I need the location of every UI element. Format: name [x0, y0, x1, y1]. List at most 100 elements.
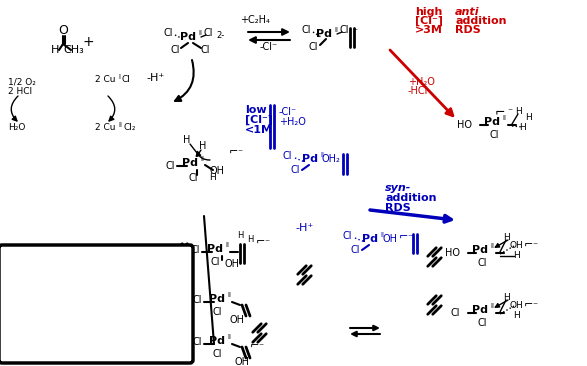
Text: Pd: Pd [209, 294, 225, 304]
Text: ⁻: ⁻ [258, 342, 264, 352]
Text: 1/2 O₂: 1/2 O₂ [8, 78, 36, 86]
Text: ⁻: ⁻ [532, 301, 538, 311]
Text: O: O [58, 23, 68, 37]
Text: low [Cl⁻] Rate =: low [Cl⁻] Rate = [8, 258, 92, 268]
Text: Pd: Pd [207, 244, 223, 254]
Text: Cl: Cl [212, 307, 222, 317]
Text: H: H [512, 311, 519, 321]
Text: OH: OH [230, 315, 245, 325]
Text: ⁻: ⁻ [264, 238, 269, 248]
Text: II: II [490, 243, 494, 249]
Text: I: I [118, 74, 120, 80]
Text: Pd: Pd [316, 29, 332, 39]
Text: II: II [320, 152, 324, 158]
Text: >3M: >3M [415, 25, 443, 35]
Text: II: II [502, 115, 506, 121]
Text: Cl: Cl [450, 308, 460, 318]
Text: H: H [515, 108, 521, 116]
Text: H: H [502, 234, 510, 243]
Text: Cl: Cl [212, 349, 222, 359]
Text: +H₂O: +H₂O [408, 77, 435, 87]
Text: II: II [380, 232, 384, 238]
Text: Cl: Cl [203, 28, 212, 38]
Text: [Cl⁻]: [Cl⁻] [415, 16, 443, 26]
Text: II: II [227, 334, 231, 340]
Text: [Cl⁻]² [H⁺]: [Cl⁻]² [H⁺] [125, 266, 171, 276]
Text: OH: OH [224, 259, 239, 269]
Text: H₂O: H₂O [8, 123, 25, 132]
Text: ⌐: ⌐ [524, 241, 532, 251]
Text: [PdCl₄]²⁻· [C₂H₄]: [PdCl₄]²⁻· [C₂H₄] [117, 284, 189, 292]
Text: 2 HCl: 2 HCl [8, 86, 32, 96]
Text: Cl: Cl [170, 45, 180, 55]
Text: Cl: Cl [290, 165, 300, 175]
Text: Cl: Cl [308, 42, 318, 52]
Text: ⌐: ⌐ [495, 105, 505, 119]
Text: Cl: Cl [210, 257, 220, 267]
Text: Cl: Cl [301, 25, 311, 35]
Text: -Cl⁻: -Cl⁻ [260, 42, 278, 52]
Text: Cl: Cl [477, 318, 487, 328]
Text: H: H [200, 141, 207, 151]
Text: ⁻: ⁻ [352, 27, 357, 37]
Text: -Cl⁻: -Cl⁻ [279, 107, 297, 117]
Text: H: H [51, 45, 59, 55]
Text: Cl: Cl [200, 45, 210, 55]
Text: ⁻: ⁻ [407, 233, 413, 243]
Text: Cl: Cl [166, 161, 175, 171]
Text: Cl: Cl [339, 25, 349, 35]
Text: [PdCl₄]²⁻· [C₂H₄]: [PdCl₄]²⁻· [C₂H₄] [115, 254, 187, 262]
Text: OH: OH [210, 166, 224, 176]
Text: RDS: RDS [455, 25, 481, 35]
Text: Cl: Cl [342, 231, 352, 241]
Text: H: H [183, 135, 191, 145]
Text: II: II [118, 122, 122, 128]
Text: II: II [200, 156, 204, 162]
Text: Pd: Pd [472, 305, 488, 315]
Text: 2-: 2- [217, 30, 225, 40]
Text: H: H [519, 123, 525, 132]
Text: ⌐: ⌐ [249, 342, 259, 352]
Text: H: H [247, 235, 253, 244]
Text: RDS: RDS [385, 203, 411, 213]
Text: Cl: Cl [190, 245, 200, 255]
Text: ⁻: ⁻ [507, 107, 512, 117]
Text: ⌐: ⌐ [255, 238, 265, 248]
Text: Pd: Pd [472, 245, 488, 255]
Text: Pd: Pd [180, 32, 196, 42]
Text: [Cl⁻]: [Cl⁻] [245, 115, 273, 125]
Text: Cl: Cl [282, 151, 292, 161]
Text: Pd: Pd [209, 336, 225, 346]
Text: Cl: Cl [188, 173, 198, 183]
Text: addition: addition [455, 16, 507, 26]
Text: addition: addition [385, 193, 437, 203]
Text: HO: HO [445, 248, 460, 258]
Text: H: H [512, 251, 519, 261]
Text: 2 Cu: 2 Cu [95, 75, 116, 85]
Text: Pd: Pd [182, 158, 198, 168]
Text: II: II [225, 242, 229, 248]
Text: Cl: Cl [193, 337, 202, 347]
Text: OH: OH [509, 242, 523, 250]
Text: high: high [415, 7, 443, 17]
Text: OH₂: OH₂ [322, 154, 340, 164]
Text: -H⁺: -H⁺ [147, 73, 165, 83]
Text: II: II [334, 27, 338, 33]
Text: II: II [490, 303, 494, 309]
Text: Pd: Pd [484, 117, 500, 127]
Text: syn-: syn- [385, 183, 411, 193]
Text: Cl: Cl [350, 245, 360, 255]
Text: ⌐: ⌐ [399, 233, 408, 243]
Text: CH₃: CH₃ [63, 45, 85, 55]
FancyBboxPatch shape [0, 245, 193, 363]
Text: Cl: Cl [193, 295, 202, 305]
Text: -HCl: -HCl [408, 86, 429, 96]
Text: Pd: Pd [362, 234, 378, 244]
Text: ⌐: ⌐ [228, 148, 238, 158]
Text: Pd: Pd [302, 154, 318, 164]
Text: H: H [525, 113, 531, 123]
Text: Cl: Cl [477, 258, 487, 268]
Text: H: H [502, 294, 510, 303]
Text: HO: HO [457, 120, 472, 130]
Text: Cl: Cl [163, 28, 173, 38]
